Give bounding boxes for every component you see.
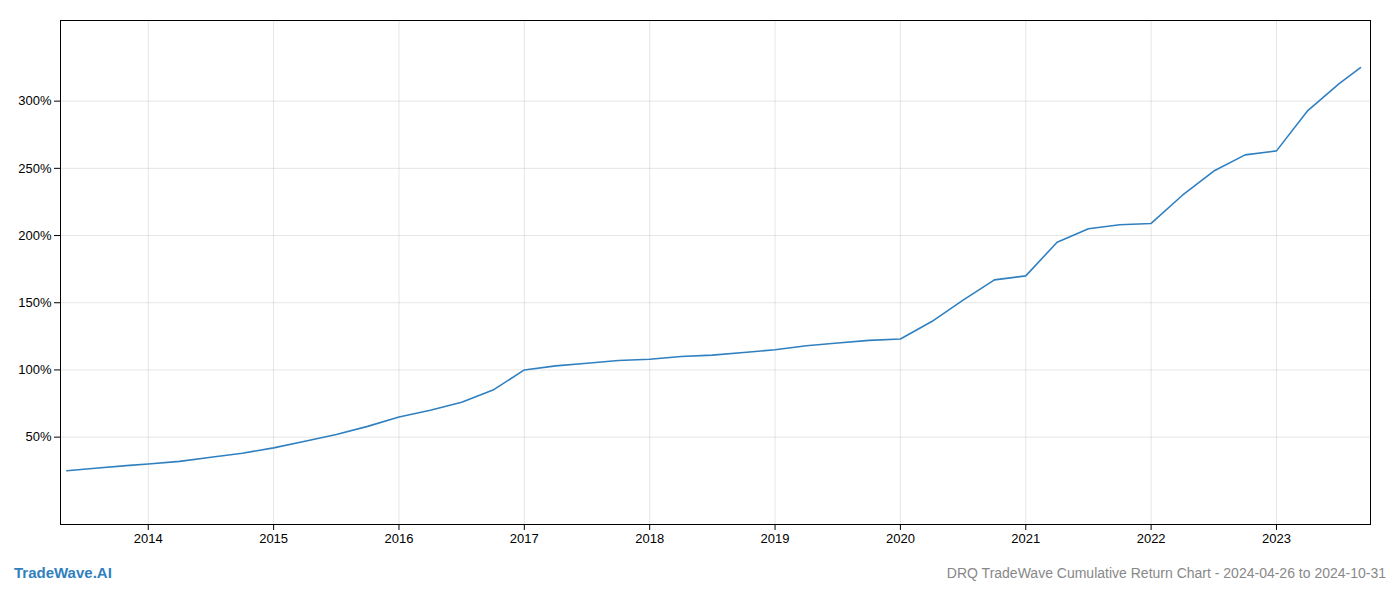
svg-text:2020: 2020 [886, 531, 915, 546]
svg-text:2017: 2017 [510, 531, 539, 546]
svg-text:300%: 300% [18, 93, 52, 108]
svg-text:200%: 200% [18, 228, 52, 243]
svg-text:2016: 2016 [385, 531, 414, 546]
svg-text:150%: 150% [18, 295, 52, 310]
svg-text:2023: 2023 [1262, 531, 1291, 546]
svg-text:2021: 2021 [1011, 531, 1040, 546]
html-text:TradeWave.AI: TradeWave.AI [14, 564, 112, 581]
svg-text:2014: 2014 [134, 531, 163, 546]
svg-text:250%: 250% [18, 161, 52, 176]
svg-text:100%: 100% [18, 362, 52, 377]
svg-text:2015: 2015 [259, 531, 288, 546]
html-text:DRQ TradeWave Cumulative Retur: DRQ TradeWave Cumulative Return Chart - … [946, 565, 1386, 581]
svg-text:2019: 2019 [761, 531, 790, 546]
svg-text:2022: 2022 [1137, 531, 1166, 546]
svg-text:50%: 50% [25, 429, 51, 444]
svg-text:2018: 2018 [635, 531, 664, 546]
